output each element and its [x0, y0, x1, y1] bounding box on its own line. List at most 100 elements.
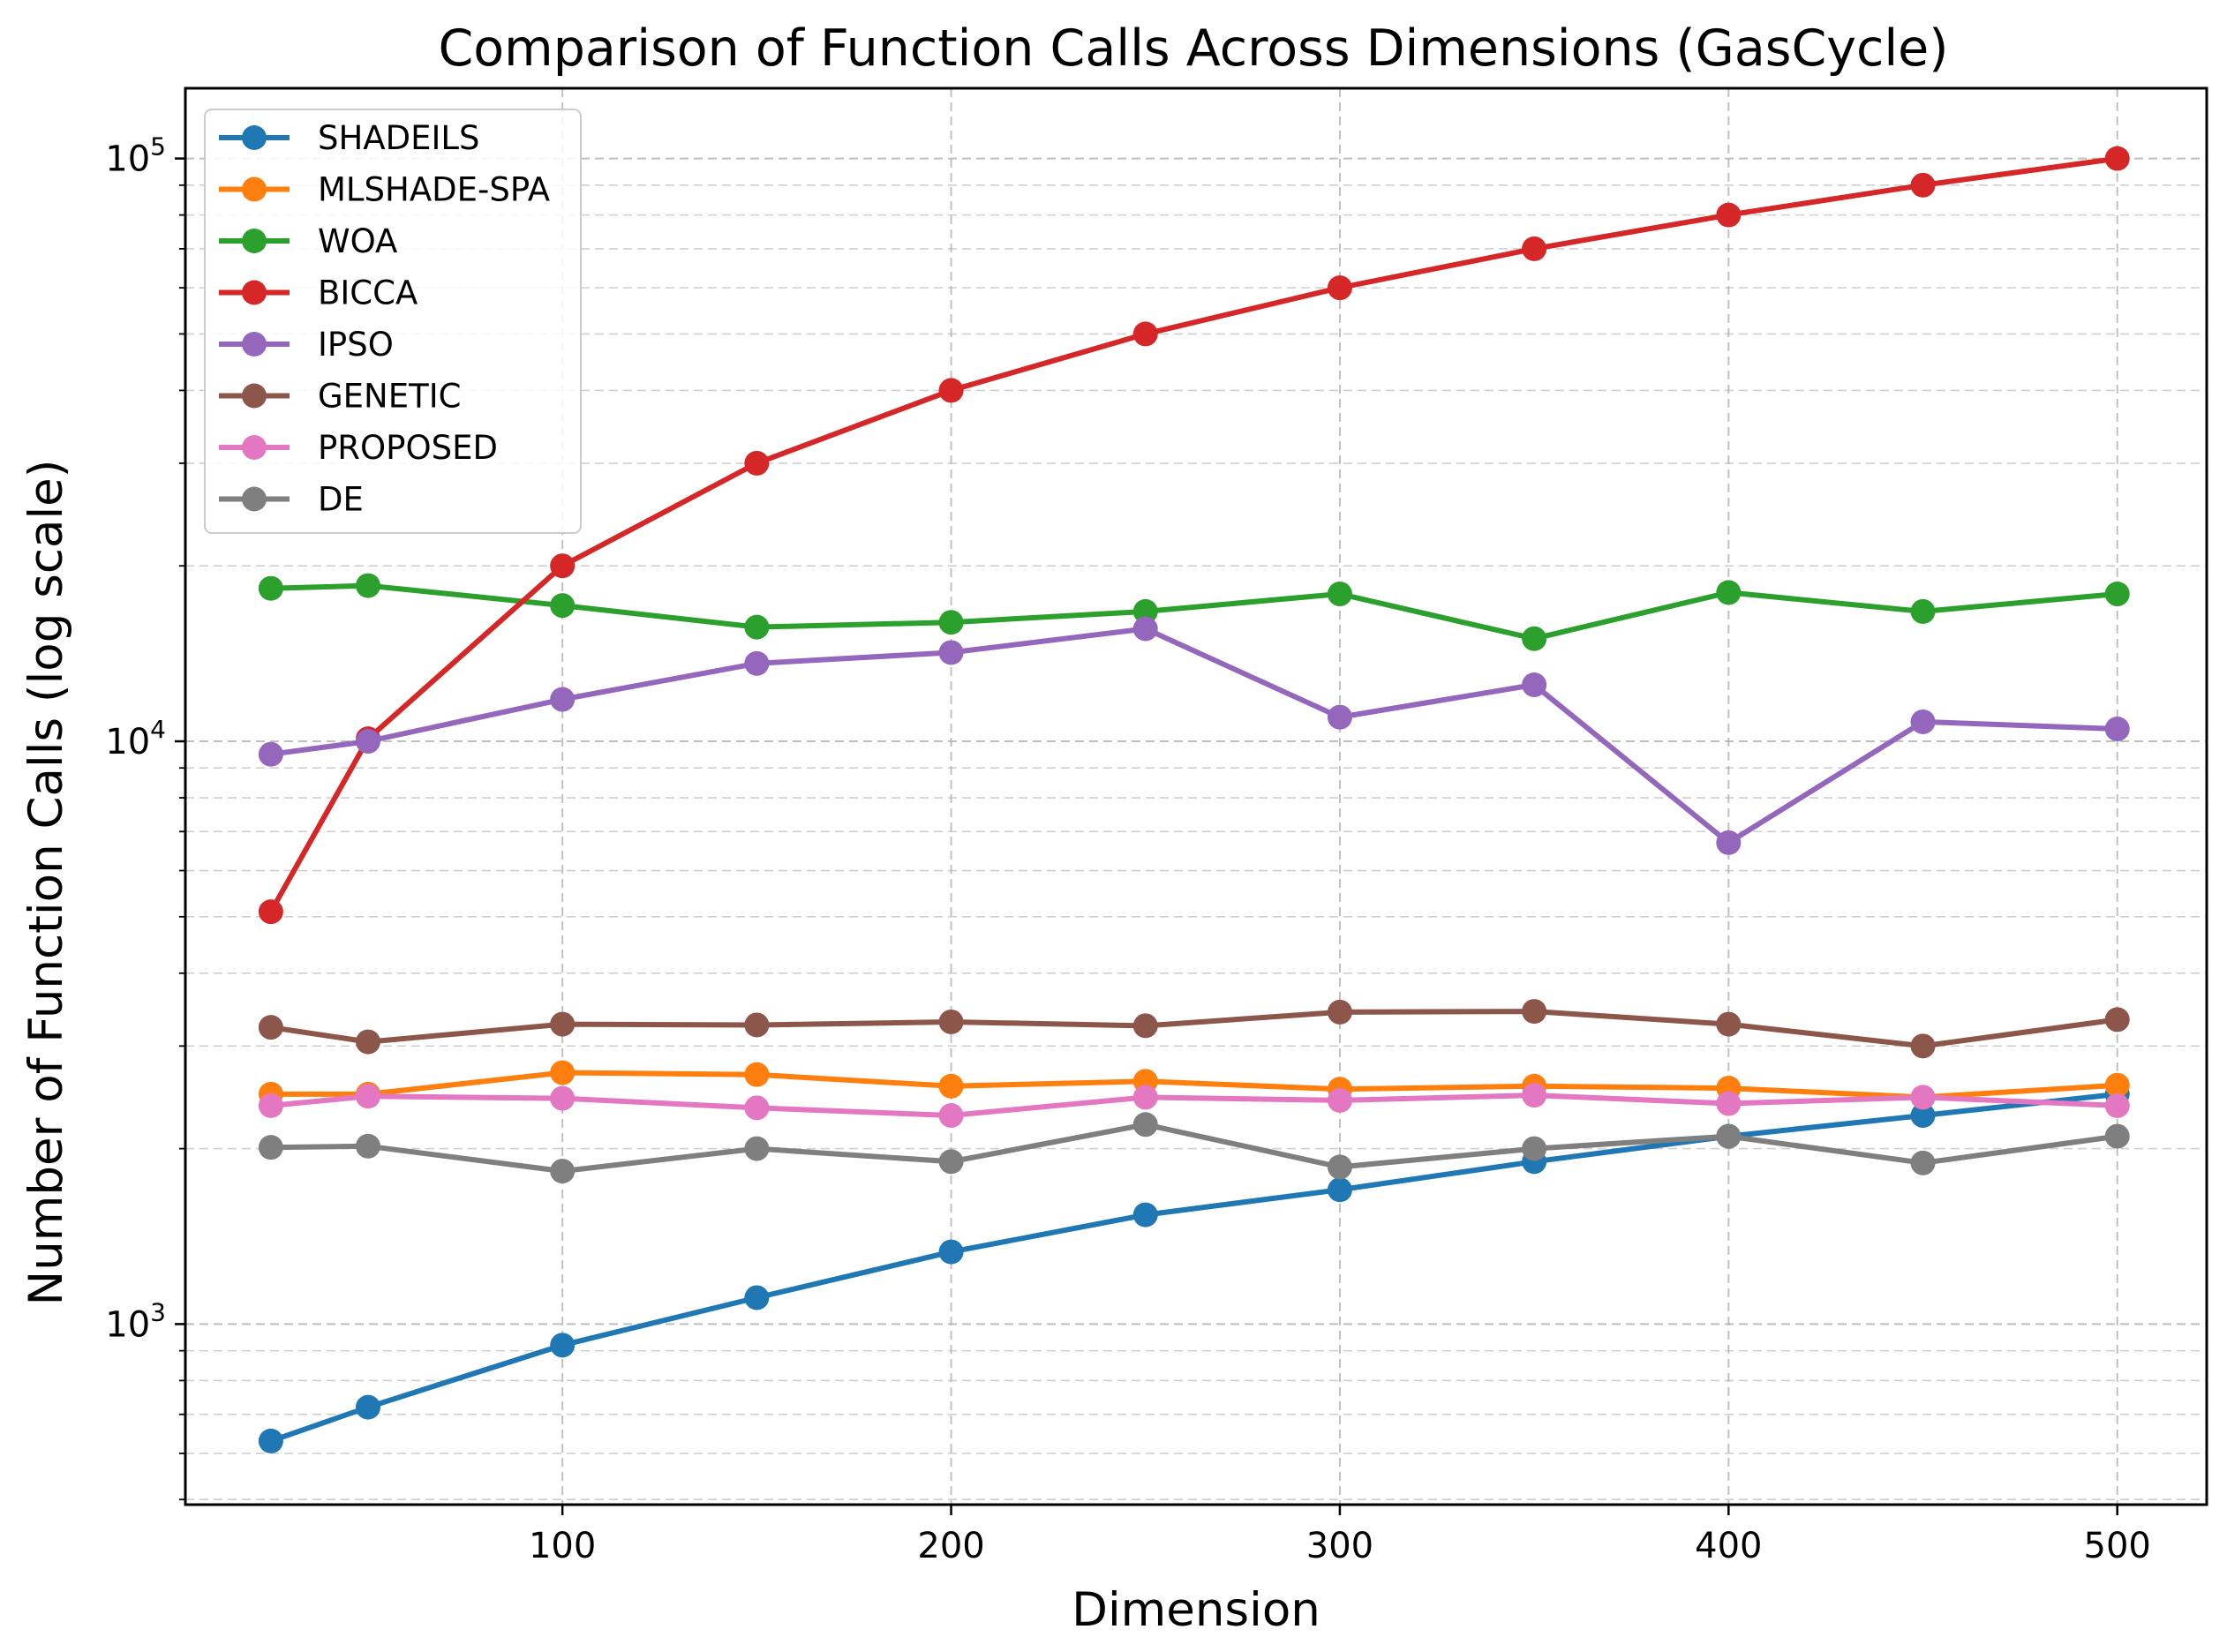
data-point-de	[1522, 1136, 1547, 1161]
data-point-woa	[1910, 598, 1936, 624]
data-point-woa	[2104, 582, 2130, 607]
data-point-woa	[258, 575, 283, 601]
data-point-woa	[550, 593, 576, 619]
legend-label: IPSO	[318, 326, 394, 364]
data-point-woa	[1327, 582, 1352, 607]
data-point-proposed	[2104, 1093, 2130, 1118]
data-point-shadeils	[938, 1239, 964, 1265]
y-tick-label: 103	[105, 1297, 166, 1345]
series-proposed	[258, 1083, 2130, 1129]
data-point-shadeils	[1910, 1103, 1936, 1129]
data-point-genetic	[1522, 999, 1547, 1025]
legend-item-mlshade-spa: MLSHADE-SPA	[219, 171, 550, 209]
legend-item-woa: WOA	[219, 222, 397, 260]
data-point-ipso	[2104, 717, 2130, 742]
data-point-bicca	[2104, 146, 2130, 171]
data-point-de	[258, 1135, 283, 1160]
data-point-genetic	[1910, 1033, 1936, 1059]
data-point-proposed	[550, 1085, 576, 1111]
data-point-proposed	[1522, 1083, 1547, 1108]
data-point-genetic	[2104, 1007, 2130, 1032]
data-point-ipso	[258, 741, 283, 767]
data-point-ipso	[1327, 704, 1352, 730]
x-axis: 100 200 300 400 500	[529, 1505, 2151, 1566]
data-point-proposed	[1716, 1091, 1742, 1116]
data-point-ipso	[938, 640, 964, 665]
series-woa	[258, 573, 2130, 651]
data-point-genetic	[550, 1011, 576, 1037]
data-point-shadeils	[744, 1285, 770, 1310]
y-axis-label: Number of Function Calls (log scale)	[19, 460, 73, 1306]
series-ipso	[258, 616, 2130, 855]
plot-frame	[184, 86, 2208, 1506]
data-point-shadeils	[355, 1394, 380, 1420]
legend-item-bicca: BICCA	[219, 274, 418, 312]
data-point-ipso	[744, 650, 770, 676]
data-point-ipso	[1716, 830, 1742, 855]
data-point-mlshade-spa	[550, 1060, 576, 1085]
legend-swatch-marker	[242, 383, 267, 409]
data-point-de	[744, 1136, 770, 1161]
x-tick-label: 400	[1695, 1526, 1762, 1566]
data-point-ipso	[355, 729, 380, 755]
legend-label: SHADEILS	[318, 119, 480, 157]
data-point-woa	[1132, 598, 1158, 624]
data-point-de	[355, 1133, 380, 1159]
data-point-de	[2104, 1123, 2130, 1149]
legend: SHADEILS MLSHADE-SPA WOA BICCA IPSO GENETIC PR…	[204, 109, 582, 534]
data-point-genetic	[1132, 1013, 1158, 1039]
data-point-woa	[1716, 580, 1742, 605]
series-genetic	[258, 999, 2130, 1059]
data-point-proposed	[1910, 1085, 1936, 1110]
legend-item-de: DE	[219, 481, 364, 519]
data-point-mlshade-spa	[938, 1073, 964, 1099]
legend-item-ipso: IPSO	[219, 326, 394, 364]
legend-swatch-marker	[242, 435, 267, 460]
series-layer	[258, 146, 2130, 1453]
data-point-genetic	[744, 1012, 770, 1038]
chart-title: Comparison of Function Calls Across Dime…	[439, 19, 1949, 78]
legend-label: MLSHADE-SPA	[318, 171, 550, 209]
x-tick-label: 100	[529, 1526, 596, 1566]
y-axis: 103 104 105	[105, 132, 185, 1501]
data-point-bicca	[1522, 236, 1547, 261]
legend-label: WOA	[318, 222, 397, 260]
data-point-bicca	[744, 450, 770, 476]
legend-item-proposed: PROPOSED	[219, 429, 498, 467]
data-point-genetic	[355, 1029, 380, 1055]
legend-item-genetic: GENETIC	[219, 378, 461, 416]
data-point-mlshade-spa	[744, 1062, 770, 1087]
data-point-genetic	[258, 1015, 283, 1040]
data-point-bicca	[1132, 321, 1158, 347]
x-axis-label: Dimension	[1072, 1583, 1320, 1637]
data-point-shadeils	[1132, 1202, 1158, 1228]
data-point-proposed	[258, 1093, 283, 1118]
legend-item-shadeils: SHADEILS	[219, 119, 480, 157]
data-point-de	[1716, 1123, 1742, 1149]
series-de	[258, 1112, 2130, 1184]
legend-swatch-marker	[242, 280, 267, 305]
x-tick-label: 300	[1306, 1526, 1373, 1566]
data-point-shadeils	[550, 1333, 576, 1358]
legend-swatch-marker	[242, 332, 267, 357]
data-point-bicca	[938, 378, 964, 403]
legend-swatch-marker	[242, 486, 267, 512]
data-point-genetic	[1716, 1011, 1742, 1037]
data-point-bicca	[1716, 202, 1742, 228]
data-point-woa	[355, 573, 380, 598]
data-point-proposed	[938, 1103, 964, 1129]
data-point-de	[1910, 1150, 1936, 1175]
x-tick-label: 500	[2084, 1526, 2151, 1566]
data-point-woa	[1522, 626, 1547, 651]
legend-swatch-marker	[242, 125, 267, 150]
data-point-de	[1327, 1154, 1352, 1180]
data-point-de	[1132, 1112, 1158, 1138]
data-point-shadeils	[1327, 1177, 1352, 1203]
legend-label: DE	[318, 481, 364, 519]
data-point-ipso	[550, 687, 576, 712]
data-point-ipso	[1910, 709, 1936, 734]
legend-label: PROPOSED	[318, 429, 498, 467]
data-point-genetic	[938, 1009, 964, 1034]
data-point-proposed	[744, 1095, 770, 1121]
